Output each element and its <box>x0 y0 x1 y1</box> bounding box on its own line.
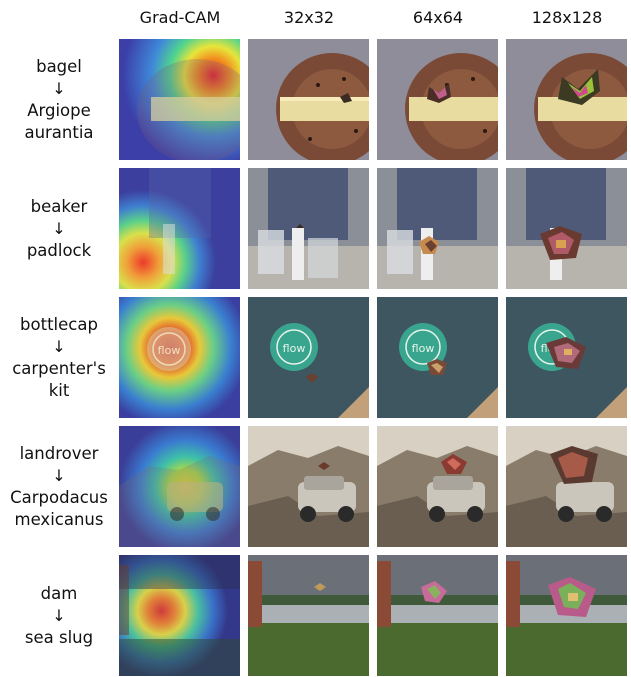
row-label-2: beaker ↓ padlock <box>0 168 118 289</box>
patch-64-dam-image <box>377 555 498 676</box>
source-label: landrover <box>19 443 99 463</box>
patch-128-bagel-image <box>506 39 627 160</box>
row-label-4: landrover ↓ Carpodacus mexicanus <box>0 426 118 547</box>
patch-32-dam-image <box>248 555 369 676</box>
patch-128-bottlecap-image: flow <box>506 297 627 418</box>
gradcam-bottlecap-image: flow <box>119 297 240 418</box>
header-128x128: 128x128 <box>531 8 603 27</box>
header-32x32: 32x32 <box>283 8 335 27</box>
target-label-line1: Carpodacus <box>10 487 108 507</box>
patch-128-beaker-image <box>506 168 627 289</box>
target-label-line1: padlock <box>26 240 92 260</box>
target-label-line1: sea slug <box>24 627 94 647</box>
row-label-3: bottlecap ↓ carpenter's kit <box>0 297 118 418</box>
gradcam-landrover-image <box>119 426 240 547</box>
source-label: beaker <box>30 196 88 216</box>
patch-32-bagel-image <box>248 39 369 160</box>
patch-64-beaker-image <box>377 168 498 289</box>
gradcam-dam-image <box>119 555 240 676</box>
header-gradcam: Grad-CAM <box>139 8 221 27</box>
patch-32-bottlecap-image: flow <box>248 297 369 418</box>
down-arrow-icon: ↓ <box>52 605 66 625</box>
target-label-line1: Argiope <box>27 100 91 120</box>
patch-64-bottlecap-image: flow <box>377 297 498 418</box>
down-arrow-icon: ↓ <box>52 465 66 485</box>
target-label-line2: mexicanus <box>14 509 104 529</box>
down-arrow-icon: ↓ <box>52 78 66 98</box>
patch-128-landrover-image <box>506 426 627 547</box>
down-arrow-icon: ↓ <box>52 336 66 356</box>
gradcam-bagel-image <box>119 39 240 160</box>
target-label-line1: carpenter's <box>12 358 106 378</box>
patch-32-beaker-image <box>248 168 369 289</box>
row-label-1: bagel ↓ Argiope aurantia <box>0 39 118 160</box>
patch-64-bagel-image <box>377 39 498 160</box>
bottlecap-logo-text: flow <box>412 342 435 355</box>
bottlecap-logo-text: flow <box>283 342 306 355</box>
down-arrow-icon: ↓ <box>52 218 66 238</box>
source-label: bottlecap <box>20 314 98 334</box>
source-label: bagel <box>36 56 82 76</box>
patch-32-landrover-image <box>248 426 369 547</box>
patch-64-landrover-image <box>377 426 498 547</box>
header-64x64: 64x64 <box>412 8 464 27</box>
patch-128-dam-image <box>506 555 627 676</box>
target-label-line2: kit <box>48 380 70 400</box>
bottlecap-logo-text: flow <box>158 344 181 357</box>
gradcam-beaker-image <box>119 168 240 289</box>
row-label-5: dam ↓ sea slug <box>0 555 118 676</box>
target-label-line2: aurantia <box>24 122 94 142</box>
source-label: dam <box>40 583 78 603</box>
